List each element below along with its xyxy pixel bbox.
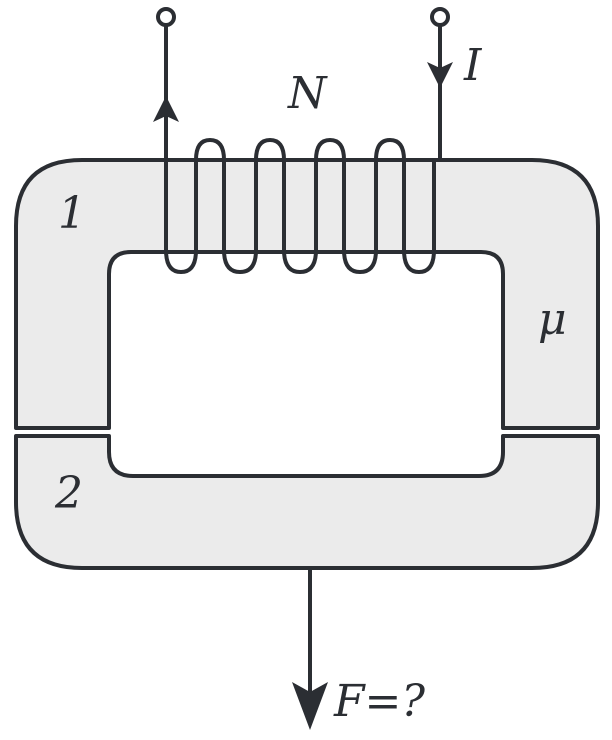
right-terminal-icon — [430, 7, 450, 27]
coil-back — [194, 137, 406, 161]
force-arrow-icon — [292, 682, 328, 730]
force-label: F=? — [333, 676, 425, 727]
left-terminal-icon — [156, 7, 176, 27]
core-part-2 — [14, 434, 600, 570]
current-arrow-icon — [427, 62, 453, 88]
coil-windings — [164, 24, 442, 274]
turns-label: N — [287, 68, 328, 119]
part-2-label: 2 — [54, 468, 83, 519]
current-label: I — [463, 40, 483, 91]
core-part-1 — [14, 158, 600, 430]
part-1-label: 1 — [58, 188, 86, 239]
permeability-label: μ — [538, 294, 567, 345]
left-lead-arrow-icon — [153, 96, 179, 122]
